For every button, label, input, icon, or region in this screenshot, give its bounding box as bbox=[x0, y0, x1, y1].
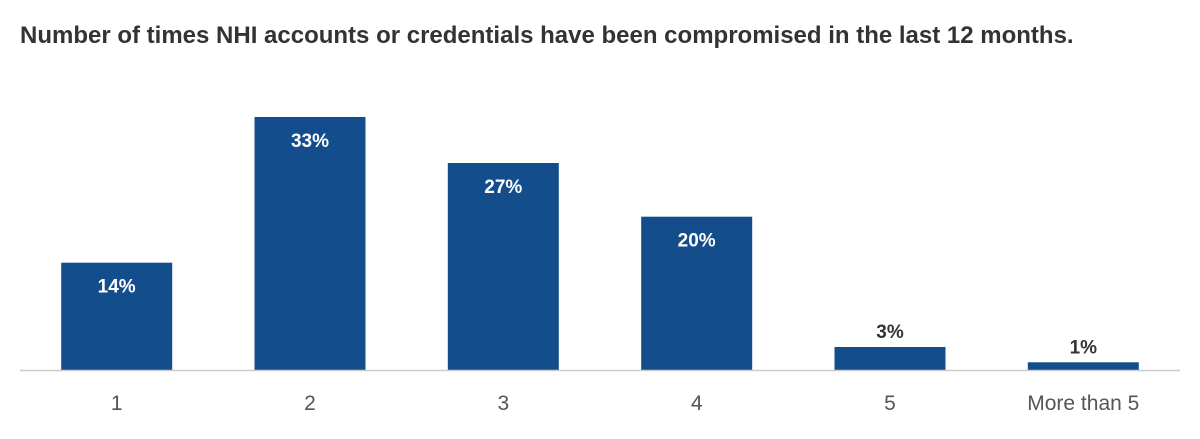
x-tick-label: 2 bbox=[304, 392, 316, 415]
bar-data-label: 33% bbox=[291, 131, 329, 152]
bar-data-label: 14% bbox=[98, 277, 136, 298]
bar bbox=[641, 216, 753, 370]
bar bbox=[1027, 362, 1139, 370]
x-tick-label: 5 bbox=[884, 392, 896, 415]
bar-data-label: 20% bbox=[678, 231, 716, 252]
bar-data-label: 3% bbox=[876, 322, 904, 343]
x-tick-label: 1 bbox=[111, 392, 123, 415]
bar bbox=[447, 163, 559, 370]
x-tick-label: More than 5 bbox=[1027, 392, 1139, 415]
x-tick-label: 4 bbox=[691, 392, 703, 415]
bar-data-label: 1% bbox=[1070, 337, 1098, 358]
chart-title: Number of times NHI accounts or credenti… bbox=[20, 22, 1074, 49]
bar bbox=[61, 262, 173, 370]
bar-data-label: 27% bbox=[484, 177, 522, 198]
bar bbox=[834, 347, 946, 370]
x-tick-label: 3 bbox=[497, 392, 509, 415]
bar bbox=[254, 117, 366, 370]
